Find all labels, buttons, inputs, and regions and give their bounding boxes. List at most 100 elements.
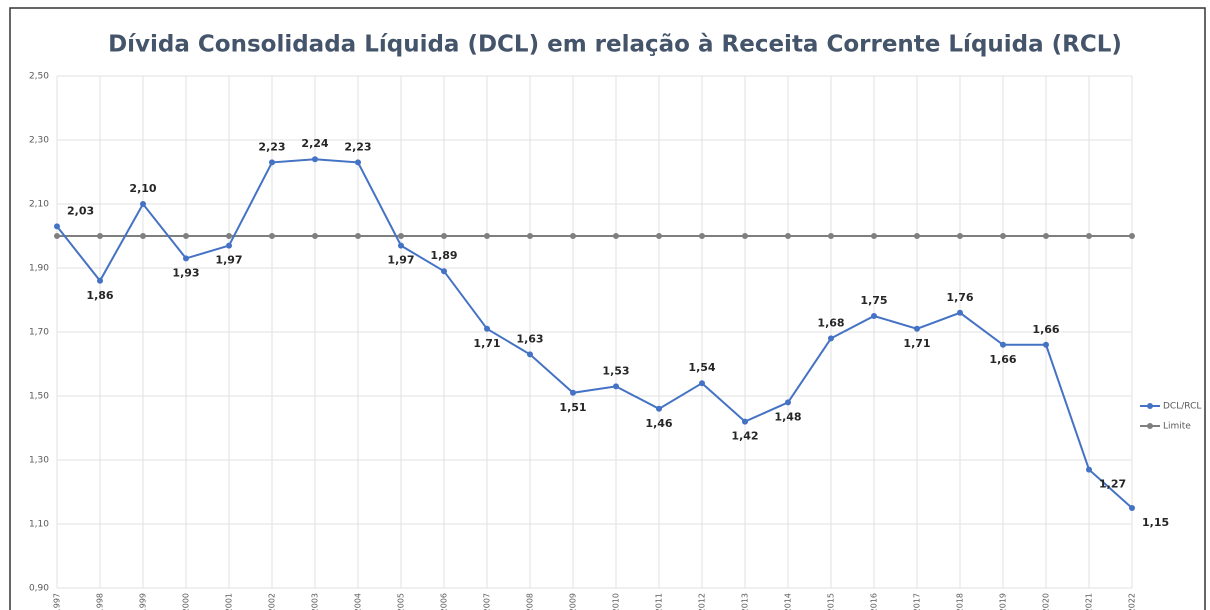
- y-tick-label: 1,30: [29, 456, 49, 466]
- legend-label: Limite: [1163, 422, 1191, 432]
- point: [656, 233, 662, 239]
- x-tick-label: 2022: [1128, 593, 1137, 610]
- point: [183, 233, 189, 239]
- point: [97, 233, 103, 239]
- x-tick-label: 2015: [827, 593, 836, 610]
- data-label: 2,24: [301, 137, 328, 150]
- y-tick-label: 1,10: [29, 520, 49, 530]
- data-label: 1,42: [731, 430, 758, 443]
- x-tick-label: 2008: [526, 593, 535, 610]
- y-tick-label: 2,10: [29, 200, 49, 210]
- point: [742, 418, 748, 425]
- x-tick-label: 2017: [913, 593, 922, 610]
- point: [957, 233, 963, 239]
- data-label: 1,63: [516, 332, 543, 345]
- y-tick-label: 0,90: [29, 584, 49, 594]
- point: [570, 233, 576, 239]
- point: [1086, 466, 1092, 473]
- data-label: 1,97: [387, 254, 414, 267]
- x-tick-label: 2019: [999, 593, 1008, 610]
- point: [613, 383, 619, 390]
- x-tick-label: 2001: [225, 593, 234, 610]
- point: [140, 201, 146, 207]
- data-label: 1,68: [817, 316, 844, 329]
- x-tick-label: 2006: [440, 593, 449, 610]
- point: [785, 233, 791, 239]
- point: [828, 233, 834, 239]
- point: [613, 233, 619, 239]
- chart-title: Dívida Consolidada Líquida (DCL) em rela…: [108, 32, 1122, 58]
- data-label: 2,10: [129, 182, 156, 195]
- x-tick-label: 2005: [397, 593, 406, 610]
- data-label: 2,23: [344, 140, 371, 153]
- x-tick-label: 2004: [354, 593, 363, 610]
- x-tick-label: 2014: [784, 593, 793, 610]
- point: [828, 335, 834, 342]
- point: [312, 233, 318, 239]
- x-tick-label: 2021: [1085, 593, 1094, 610]
- data-label: 1,93: [172, 266, 199, 279]
- x-tick-label: 2020: [1042, 593, 1051, 610]
- x-tick-label: 2002: [268, 593, 277, 610]
- x-tick-label: 2016: [870, 593, 879, 610]
- point: [1043, 233, 1049, 239]
- point: [1000, 341, 1006, 348]
- legend-label: DCL/RCL: [1163, 402, 1201, 412]
- data-label: 1,51: [559, 401, 586, 414]
- point: [441, 268, 447, 275]
- data-label: 1,97: [215, 254, 242, 267]
- point: [914, 233, 920, 239]
- point: [54, 223, 60, 230]
- data-label: 1,15: [1142, 516, 1169, 529]
- x-tick-label: 2018: [956, 593, 965, 610]
- x-tick-label: 2003: [311, 593, 320, 610]
- point: [355, 159, 361, 166]
- point: [484, 233, 490, 239]
- x-tick-label: 2013: [741, 593, 750, 610]
- y-tick-label: 2,30: [29, 136, 49, 146]
- point: [1086, 233, 1092, 239]
- point: [97, 277, 103, 284]
- data-label: 1,71: [473, 337, 500, 350]
- x-tick-label: 1998: [96, 593, 105, 610]
- x-tick-label: 2011: [655, 593, 664, 610]
- point: [484, 325, 490, 332]
- legend-marker: [1147, 403, 1153, 409]
- data-label: 1,76: [946, 291, 973, 304]
- point: [355, 233, 361, 239]
- x-tick-label: 2010: [612, 593, 621, 610]
- legend-marker: [1147, 423, 1153, 429]
- point: [871, 233, 877, 239]
- point: [398, 233, 404, 239]
- data-label: 1,53: [602, 364, 629, 377]
- data-label: 1,86: [86, 289, 113, 302]
- frame: [9, 7, 1206, 610]
- point: [1129, 233, 1135, 239]
- point: [527, 233, 533, 239]
- point: [699, 380, 705, 387]
- point: [871, 313, 877, 319]
- point: [269, 159, 275, 166]
- data-label: 1,71: [903, 337, 930, 350]
- line-series: [56, 158, 1133, 509]
- point: [742, 233, 748, 239]
- point: [527, 351, 533, 358]
- y-tick-label: 1,50: [29, 392, 49, 402]
- x-tick-label: 1999: [139, 593, 148, 610]
- data-label: 1,66: [1032, 323, 1059, 336]
- x-tick-label: 2009: [569, 593, 578, 610]
- point: [656, 405, 662, 412]
- point: [1043, 341, 1049, 348]
- data-label: 1,54: [688, 361, 715, 374]
- x-tick-label: 2000: [182, 593, 191, 610]
- point: [183, 255, 189, 262]
- point: [312, 156, 318, 163]
- data-label: 1,75: [860, 294, 887, 307]
- point: [140, 233, 146, 239]
- point: [1129, 505, 1135, 511]
- point: [957, 309, 963, 316]
- data-label: 1,46: [645, 417, 672, 430]
- y-tick-label: 2,50: [29, 72, 49, 82]
- point: [699, 233, 705, 239]
